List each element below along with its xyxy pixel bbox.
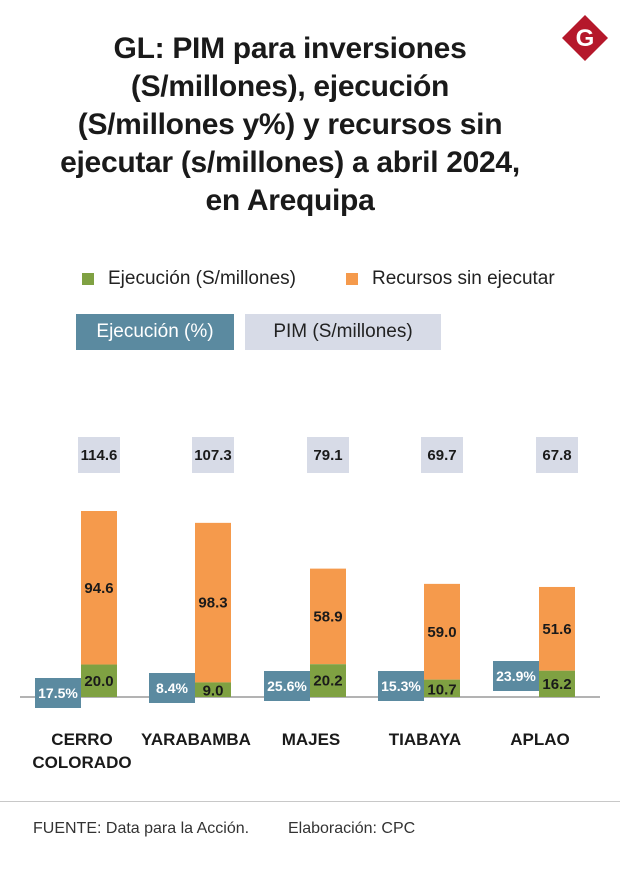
data-label-ejecucion: 20.0 xyxy=(84,673,113,690)
ejecucion-pct-tag xyxy=(264,671,310,701)
x-tick-label-line: APLAO xyxy=(510,730,570,749)
bar-ejecucion xyxy=(424,679,460,697)
bar-ejecucion xyxy=(310,664,346,697)
legend-swatch-recursos xyxy=(346,273,358,285)
logo-diamond xyxy=(562,15,608,61)
bar-recursos xyxy=(310,568,346,665)
data-label-pim: 107.3 xyxy=(194,447,232,464)
x-tick-label-line: YARABAMBA xyxy=(141,730,251,749)
bar-recursos xyxy=(195,522,231,683)
title-line: GL: PIM para inversiones xyxy=(113,32,467,65)
data-label-ejecucion-pct: 15.3% xyxy=(381,678,421,694)
footer-source: FUENTE: Data para la Acción. xyxy=(33,820,250,837)
pim-label-box xyxy=(307,437,349,473)
x-tick-label: MAJES xyxy=(246,728,376,751)
data-label-recursos: 59.0 xyxy=(427,624,456,641)
data-label-ejecucion: 20.2 xyxy=(313,673,342,690)
pim-label-box xyxy=(78,437,120,473)
data-label-ejecucion: 16.2 xyxy=(542,676,571,693)
pim-label-box xyxy=(421,437,463,473)
bar-ejecucion xyxy=(81,664,117,697)
legend-tag-pim: PIM (S/millones) xyxy=(245,314,441,350)
data-label-recursos: 58.9 xyxy=(313,608,342,625)
data-label-ejecucion: 9.0 xyxy=(203,683,224,700)
data-label-recursos: 51.6 xyxy=(542,621,571,638)
data-label-ejecucion-pct: 8.4% xyxy=(156,680,188,696)
x-tick-label-line: TIABAYA xyxy=(388,730,462,749)
bar-recursos xyxy=(81,511,117,665)
x-tick-label: CERRO COLORADO xyxy=(17,728,147,774)
x-tick-label: YARABAMBA xyxy=(131,728,261,751)
data-label-pim: 114.6 xyxy=(81,447,118,464)
logo-letter: G xyxy=(576,25,595,52)
data-label-pim: 69.7 xyxy=(427,447,456,464)
data-label-ejecucion-pct: 25.6% xyxy=(267,678,307,694)
data-label-recursos: 98.3 xyxy=(198,595,227,612)
legend-item-ejecucion: Ejecución (S/millones) xyxy=(82,268,296,290)
data-label-ejecucion-pct: 23.9% xyxy=(496,668,536,684)
legend-item-recursos: Recursos sin ejecutar xyxy=(346,268,555,290)
x-tick-label-line: MAJES xyxy=(281,730,341,749)
ejecucion-pct-tag xyxy=(149,673,195,703)
data-label-recursos: 94.6 xyxy=(84,580,113,597)
bar-ejecucion xyxy=(195,682,231,697)
legend-tag-ejecucion-pct: Ejecución (%) xyxy=(76,314,234,350)
pim-label-box xyxy=(192,437,234,473)
title-line: (S/millones y%) y recursos sin xyxy=(77,108,503,141)
x-tick-label: TIABAYA xyxy=(360,728,490,751)
legend-label-ejecucion: Ejecución (S/millones) xyxy=(108,268,296,289)
data-label-ejecucion: 10.7 xyxy=(427,681,456,698)
footer-divider xyxy=(0,801,620,802)
data-label-pim: 67.8 xyxy=(542,447,571,464)
title-line: (S/millones), ejecución xyxy=(130,70,450,103)
footer-credit: Elaboración: CPC xyxy=(288,820,416,837)
legend-swatch-ejecucion xyxy=(82,273,94,285)
stacked-bar-chart: 94.6 20.0 114.6 17.5% 98.3 9.0 107.3 8.4% 58.9 20… xyxy=(20,437,600,708)
chart-title: GL: PIM para inversiones (S/millones), e… xyxy=(20,30,560,220)
data-label-pim: 79.1 xyxy=(313,447,342,464)
brand-logo-icon: G xyxy=(562,15,608,61)
bar-ejecucion xyxy=(539,670,575,697)
ejecucion-pct-tag xyxy=(493,661,539,691)
x-tick-label-line: CERRO xyxy=(51,730,113,749)
legend-label-recursos: Recursos sin ejecutar xyxy=(372,268,555,289)
data-label-ejecucion-pct: 17.5% xyxy=(38,685,78,701)
ejecucion-pct-tag xyxy=(35,678,81,708)
title-line: en Arequipa xyxy=(205,184,375,217)
bar-recursos xyxy=(539,586,575,671)
x-tick-label: APLAO xyxy=(475,728,605,751)
title-line: ejecutar (s/millones) a abril 2024, xyxy=(60,146,520,179)
x-tick-label-line: COLORADO xyxy=(32,753,132,772)
bar-recursos xyxy=(424,583,460,680)
pim-label-box xyxy=(536,437,578,473)
chart-legend: Ejecución (S/millones) Recursos sin ejec… xyxy=(0,268,620,298)
ejecucion-pct-tag xyxy=(378,671,424,701)
